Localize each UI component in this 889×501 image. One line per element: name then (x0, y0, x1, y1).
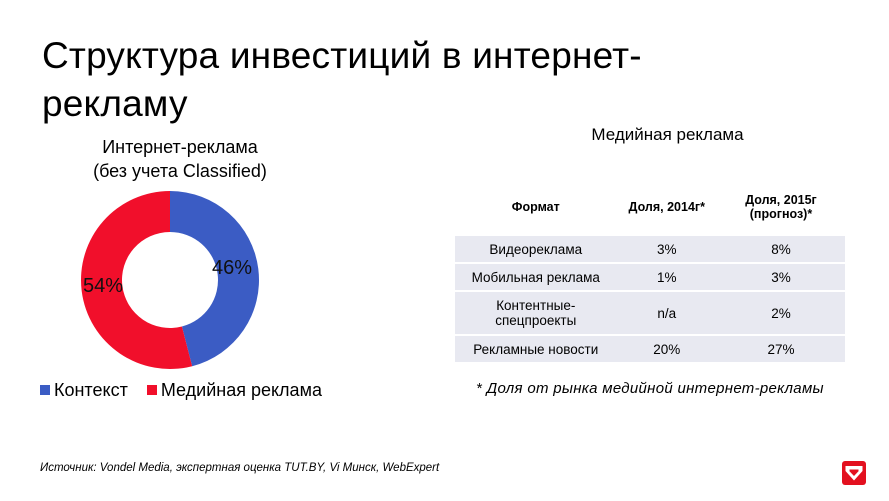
donut-label-context: 46% (212, 257, 252, 279)
table-row: Рекламные новости 20% 27% (455, 335, 845, 364)
table-header-row: Формат Доля, 2014г* Доля, 2015г (прогноз… (455, 178, 845, 236)
donut-slice-context (170, 191, 259, 367)
chart-title: Интернет-реклама (без учета Classified) (60, 135, 300, 183)
legend-label-context: Контекст (54, 380, 128, 400)
media-share-table: Формат Доля, 2014г* Доля, 2015г (прогноз… (455, 178, 845, 364)
cell-share-2014: 3% (616, 236, 717, 264)
cell-share-2015: 3% (716, 263, 845, 292)
header-format: Формат (455, 178, 617, 236)
cell-share-2014: n/a (616, 291, 717, 336)
page-title: Структура инвестиций в интернет-рекламу (42, 35, 642, 124)
cell-share-2015: 2% (716, 291, 845, 336)
donut-label-media: 54% (83, 275, 123, 297)
legend-item-media: Медийная реклама (146, 378, 322, 402)
cell-share-2014: 20% (616, 335, 717, 364)
table-title: Медийная реклама (591, 125, 744, 144)
legend-swatch-context (40, 385, 50, 395)
chart-legend: Контекст Медийная реклама (40, 378, 336, 402)
chart-title-line2: (без учета Classified) (93, 161, 267, 181)
legend-item-context: Контекст (40, 378, 128, 402)
table-footnote: * Доля от рынка медийной интернет-реклам… (476, 380, 824, 397)
header-share-2014: Доля, 2014г* (616, 178, 717, 236)
legend-label-media: Медийная реклама (160, 380, 322, 400)
source-note: Источник: Vondel Media, экспертная оценк… (40, 462, 440, 474)
cell-format: Видеореклама (455, 236, 617, 264)
tut-by-logo-icon (842, 461, 866, 485)
cell-share-2014: 1% (616, 263, 717, 292)
cell-share-2015: 27% (716, 335, 845, 364)
donut-chart: 46% 54% (80, 191, 259, 369)
donut-slice-media (80, 191, 193, 369)
table-row: Контентные-спецпроекты n/a 2% (455, 291, 845, 336)
header-share-2015: Доля, 2015г (прогноз)* (716, 178, 845, 236)
cell-format: Рекламные новости (455, 335, 617, 364)
legend-swatch-media (146, 385, 157, 395)
table-row: Мобильная реклама 1% 3% (455, 263, 845, 292)
cell-share-2015: 8% (716, 236, 845, 264)
cell-format: Контентные-спецпроекты (455, 291, 617, 336)
chart-title-line1: Интернет-реклама (102, 137, 258, 157)
table-row: Видеореклама 3% 8% (455, 236, 845, 264)
cell-format: Мобильная реклама (455, 263, 617, 292)
